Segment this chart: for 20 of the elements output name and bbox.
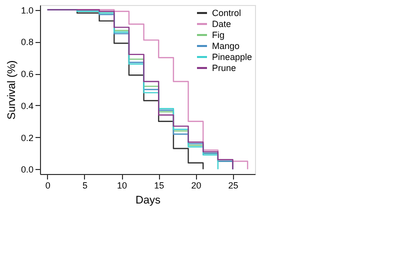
legend-label: Pineapple: [212, 52, 252, 62]
y-tick-label: 0.4: [20, 100, 34, 111]
legend-label: Fig: [212, 30, 225, 40]
x-tick-label: 5: [82, 180, 88, 190]
y-axis-title: Survival (%): [6, 60, 18, 120]
x-tick-label: 10: [117, 180, 128, 190]
x-tick-label: 25: [228, 180, 238, 190]
legend-label: Date: [212, 19, 232, 29]
legend-label: Prune: [212, 63, 236, 73]
x-tick-label: 15: [154, 180, 164, 190]
y-tick-label: 1.0: [20, 5, 34, 16]
y-tick-label: 0.0: [20, 164, 34, 175]
legend-label: Mango: [212, 41, 240, 51]
x-axis-title: Days: [135, 194, 162, 206]
y-tick-label: 0.2: [20, 132, 34, 143]
y-tick-label: 0.6: [20, 69, 34, 80]
x-tick-label: 0: [45, 180, 50, 190]
x-tick-label: 20: [191, 180, 202, 190]
y-tick-label: 0.8: [20, 37, 34, 48]
legend-label: Control: [212, 8, 242, 18]
